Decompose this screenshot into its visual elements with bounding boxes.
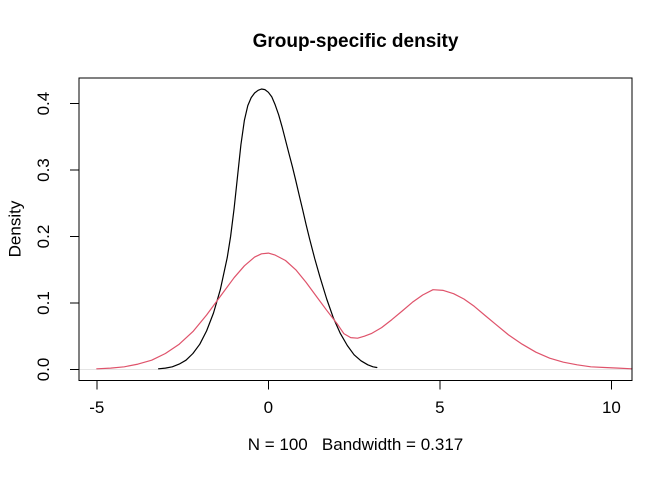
y-tick-label: 0.3 (34, 158, 53, 182)
x-tick-label: -5 (89, 398, 104, 417)
chart-title: Group-specific density (252, 31, 459, 52)
x-tick-label: 5 (435, 398, 444, 417)
y-tick-label: 0.1 (34, 291, 53, 315)
x-tick-label: 0 (264, 398, 273, 417)
y-tick-label: 0.2 (34, 225, 53, 249)
y-tick-label: 0.4 (34, 92, 53, 116)
group-2-density-curve (96, 252, 633, 370)
x-tick-label: 10 (602, 398, 621, 417)
plot-box (78, 77, 633, 382)
y-tick-label: 0.0 (34, 358, 53, 382)
x-axis-label: N = 100 Bandwidth = 0.317 (247, 435, 464, 454)
group-1-density-curve (158, 88, 378, 370)
